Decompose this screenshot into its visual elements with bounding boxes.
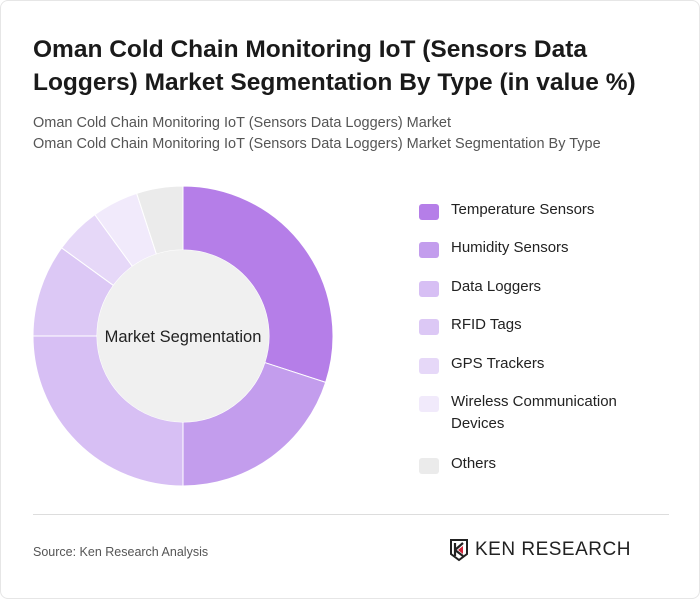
legend-label: GPS Trackers (451, 355, 545, 372)
source-note: Source: Ken Research Analysis (33, 545, 209, 559)
center-label: Market Segmentation (105, 328, 262, 346)
legend-swatch (419, 358, 439, 374)
legend-swatch (419, 458, 439, 474)
subtitle-segmentation: Oman Cold Chain Monitoring IoT (Sensors … (33, 136, 601, 152)
legend-swatch (419, 242, 439, 258)
legend-swatch (419, 319, 439, 335)
legend-label: Temperature Sensors (451, 201, 595, 218)
legend-label: RFID Tags (451, 316, 522, 333)
divider (33, 514, 669, 515)
legend-item: Temperature Sensors (419, 199, 679, 221)
legend-item: Humidity Sensors (419, 237, 679, 259)
chart-title: Oman Cold Chain Monitoring IoT (Sensors … (33, 36, 636, 96)
legend-label: Humidity Sensors (451, 239, 569, 256)
legend-item: Wireless Communication Devices (419, 391, 679, 435)
ken-logo-icon (450, 539, 468, 562)
legend-swatch (419, 396, 439, 412)
legend-label: Data Loggers (451, 278, 542, 295)
logo-text: KEN RESEARCH (475, 539, 631, 560)
legend-label: Others (451, 455, 497, 472)
legend-swatch (419, 281, 439, 297)
donut-center (97, 250, 269, 422)
legend-swatch (419, 204, 439, 220)
donut-chart: Market Segmentation (32, 185, 334, 487)
legend-item: Data Loggers (419, 276, 679, 298)
legend-item: Others (419, 453, 679, 475)
ken-research-logo: KEN RESEARCH (449, 538, 631, 562)
legend-item: RFID Tags (419, 314, 679, 336)
legend-label: Wireless Communication Devices (451, 393, 617, 432)
subtitle-market: Oman Cold Chain Monitoring IoT (Sensors … (33, 115, 452, 131)
legend-item: GPS Trackers (419, 353, 679, 375)
